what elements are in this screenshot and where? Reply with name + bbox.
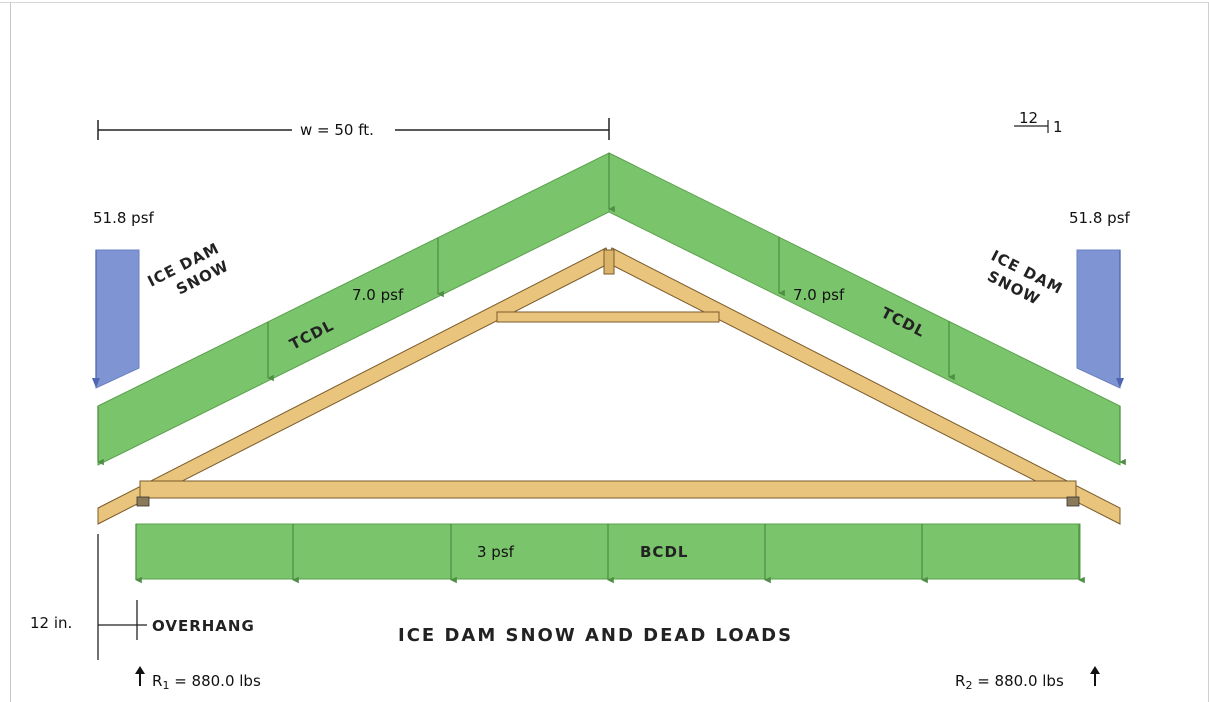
reaction-right-text: = 880.0 lbs (972, 672, 1064, 690)
collar-tie (496, 311, 720, 323)
ice-dam-load-right (1076, 249, 1124, 389)
pitch-run: 1 (1053, 118, 1063, 136)
tcdl-load-band-right (608, 152, 1121, 466)
bcdl-load-arrows (135, 524, 1085, 584)
span-label: w = 50 ft. (300, 121, 374, 139)
overhang-label: OVERHANG (152, 617, 255, 635)
bcdl-label: BCDL (640, 543, 688, 561)
pitch-symbol: 12 1 (1014, 109, 1063, 136)
reaction-right: R2 = 880.0 lbs (955, 666, 1100, 692)
frame-left-border (10, 2, 11, 702)
span-dimension: w = 50 ft. (97, 118, 610, 140)
tcdl-value-right: 7.0 psf (793, 286, 845, 304)
frame-top-border (0, 2, 1209, 3)
reaction-left-sub: 1 (162, 679, 169, 692)
ice-dam-value-left: 51.8 psf (93, 209, 155, 227)
svg-text:R1 = 880.0 lbs: R1 = 880.0 lbs (152, 672, 261, 692)
pitch-rise: 12 (1019, 109, 1038, 127)
diagram-title: ICE DAM SNOW AND DEAD LOADS (398, 625, 793, 646)
heel-plate-right (1066, 496, 1080, 507)
bcdl-value: 3 psf (477, 543, 515, 561)
tcdl-load-arrows (97, 153, 1126, 466)
ice-dam-value-right: 51.8 psf (1069, 209, 1131, 227)
overhang-dimension (97, 534, 147, 660)
ice-dam-label-left: ICE DAM SNOW (145, 239, 232, 298)
reaction-right-prefix: R (955, 672, 965, 690)
tcdl-value-left: 7.0 psf (352, 286, 404, 304)
ice-dam-label-right: ICE DAM SNOW (984, 247, 1065, 309)
reaction-right-sub: 2 (965, 679, 972, 692)
apex-plate (603, 249, 615, 275)
svg-text:R2 = 880.0 lbs: R2 = 880.0 lbs (955, 672, 1064, 692)
overhang-value: 12 in. (30, 614, 72, 632)
heel-plate-left (136, 496, 150, 507)
truss (97, 247, 1121, 525)
tcdl-load-band-left (97, 152, 610, 466)
bottom-chord (139, 480, 1077, 499)
reaction-left-text: = 880.0 lbs (169, 672, 261, 690)
reaction-left-prefix: R (152, 672, 162, 690)
ice-dam-load-left (92, 249, 140, 389)
reaction-left: R1 = 880.0 lbs (135, 666, 261, 692)
